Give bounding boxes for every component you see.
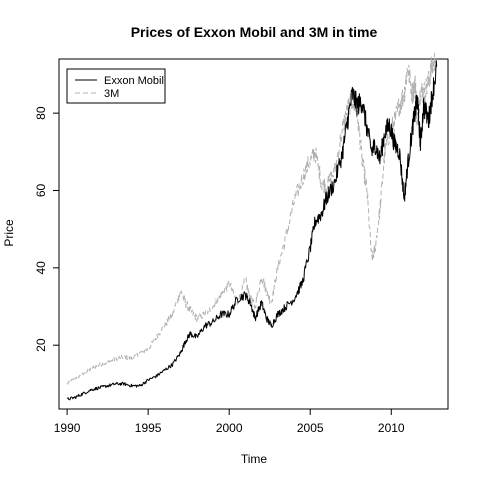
chart-title: Prices of Exxon Mobil and 3M in time xyxy=(131,24,378,40)
y-tick-label-40: 40 xyxy=(34,261,48,275)
legend: Exxon Mobil 3M xyxy=(66,68,166,104)
legend-box xyxy=(66,68,166,104)
x-axis: 1990 1995 2000 2005 2010 xyxy=(54,408,405,435)
y-axis-label: Price xyxy=(2,219,16,247)
series-layer xyxy=(66,52,438,401)
x-tick-label-2010: 2010 xyxy=(378,421,405,435)
x-tick-label-2000: 2000 xyxy=(216,421,243,435)
series-line-exxon-mobil xyxy=(66,60,438,401)
x-axis-label: Time xyxy=(241,452,268,466)
legend-label-3m: 3M xyxy=(104,88,119,100)
x-tick-label-1995: 1995 xyxy=(135,421,162,435)
plot-area-frame xyxy=(58,58,449,410)
y-axis: 20 40 60 80 xyxy=(34,106,60,352)
x-tick-label-1990: 1990 xyxy=(54,421,81,435)
x-tick-label-2005: 2005 xyxy=(297,421,324,435)
y-tick-label-20: 20 xyxy=(34,338,48,352)
y-tick-label-60: 60 xyxy=(34,183,48,197)
legend-label-exxon-mobil: Exxon Mobil xyxy=(104,75,164,87)
series-line-3m xyxy=(66,52,438,385)
y-tick-label-80: 80 xyxy=(34,106,48,120)
